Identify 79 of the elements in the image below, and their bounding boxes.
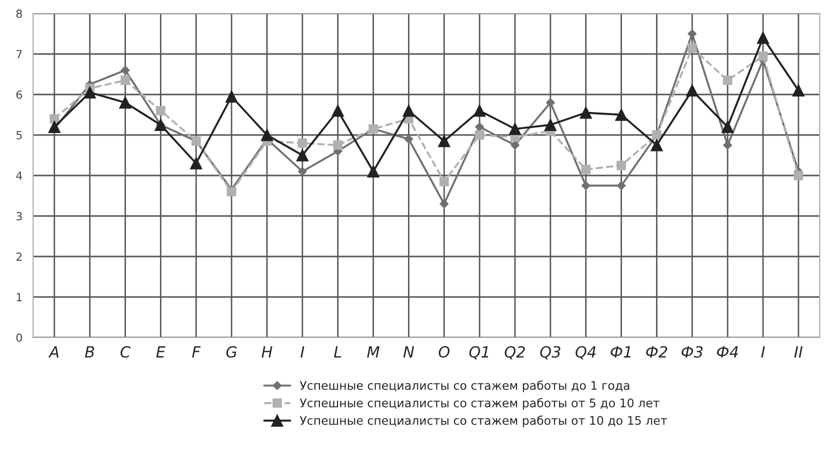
- x-tick-label: Ф4: [716, 346, 738, 358]
- point: [510, 140, 520, 150]
- point: [332, 104, 344, 117]
- x-tick-label: E: [156, 346, 166, 358]
- legend-label: Успешные специалисты со стажем работы до 1 года: [300, 380, 630, 392]
- point: [794, 170, 804, 180]
- point: [84, 86, 96, 99]
- y-tick-label: 0: [16, 333, 22, 342]
- y-tick-label: 8: [16, 9, 22, 18]
- legend-label: Успешные специалисты со стажем работы от 5 до 10 лет: [300, 398, 660, 410]
- point: [260, 128, 274, 142]
- y-tick-label: 7: [16, 50, 22, 58]
- point: [723, 140, 732, 150]
- x-tick-label: II: [794, 346, 803, 358]
- x-tick-label: B: [84, 346, 94, 358]
- x-tick-label: I: [300, 346, 304, 358]
- x-tick-label: N: [403, 346, 414, 358]
- x-tick-label: G: [226, 346, 237, 358]
- point: [474, 130, 484, 140]
- point: [475, 122, 484, 132]
- x-tick-label: Ф3: [682, 346, 703, 358]
- point: [190, 157, 202, 170]
- point: [473, 104, 486, 117]
- point: [616, 181, 626, 190]
- point: [119, 96, 132, 109]
- point: [616, 160, 626, 170]
- x-tick-label: Ф1: [610, 346, 630, 358]
- y-tick-label: 5: [16, 131, 22, 140]
- point: [687, 43, 697, 53]
- point: [120, 76, 130, 86]
- point: [438, 135, 450, 148]
- x-tick-label: Q3: [540, 346, 560, 360]
- point: [298, 138, 308, 148]
- x-tick-label: I: [761, 346, 765, 358]
- point: [333, 140, 343, 150]
- point: [156, 106, 166, 116]
- point: [439, 176, 449, 186]
- point: [581, 181, 590, 190]
- point: [544, 118, 557, 131]
- x-tick-label: Q4: [576, 346, 596, 360]
- point: [792, 84, 805, 97]
- point: [581, 164, 591, 174]
- point: [298, 167, 307, 176]
- point: [296, 149, 308, 162]
- x-tick-label: M: [367, 346, 380, 358]
- y-tick-label: 6: [16, 90, 22, 99]
- point: [402, 104, 415, 117]
- x-tick-label: L: [334, 346, 342, 358]
- y-tick-label: 2: [16, 252, 22, 261]
- point: [758, 51, 768, 61]
- x-tick-label: H: [262, 346, 272, 358]
- y-tick-label: 1: [16, 293, 22, 302]
- point: [722, 76, 732, 86]
- point: [580, 106, 592, 119]
- point: [688, 29, 697, 38]
- x-tick-label: Q1: [469, 346, 488, 360]
- x-tick-label: C: [120, 346, 131, 358]
- x-tick-label: O: [438, 346, 450, 358]
- y-tick-label: 3: [16, 212, 22, 220]
- x-tick-label: F: [192, 346, 201, 358]
- point: [508, 122, 522, 135]
- point: [615, 108, 628, 121]
- point: [225, 90, 238, 103]
- point: [48, 120, 60, 133]
- x-tick-label: A: [48, 346, 59, 358]
- point: [367, 165, 380, 178]
- point: [546, 98, 555, 108]
- legend-label: Успешные специалисты со стажем работы от 10 до 15 лет: [300, 416, 667, 428]
- point: [404, 134, 414, 144]
- y-tick-label: 4: [16, 172, 22, 180]
- point: [650, 139, 663, 152]
- x-tick-label: Ф2: [646, 346, 668, 358]
- point: [440, 199, 449, 208]
- point: [756, 32, 770, 44]
- point: [686, 84, 698, 97]
- point: [722, 120, 734, 133]
- x-tick-label: Q2: [504, 346, 525, 360]
- point: [120, 66, 130, 75]
- point: [50, 114, 60, 124]
